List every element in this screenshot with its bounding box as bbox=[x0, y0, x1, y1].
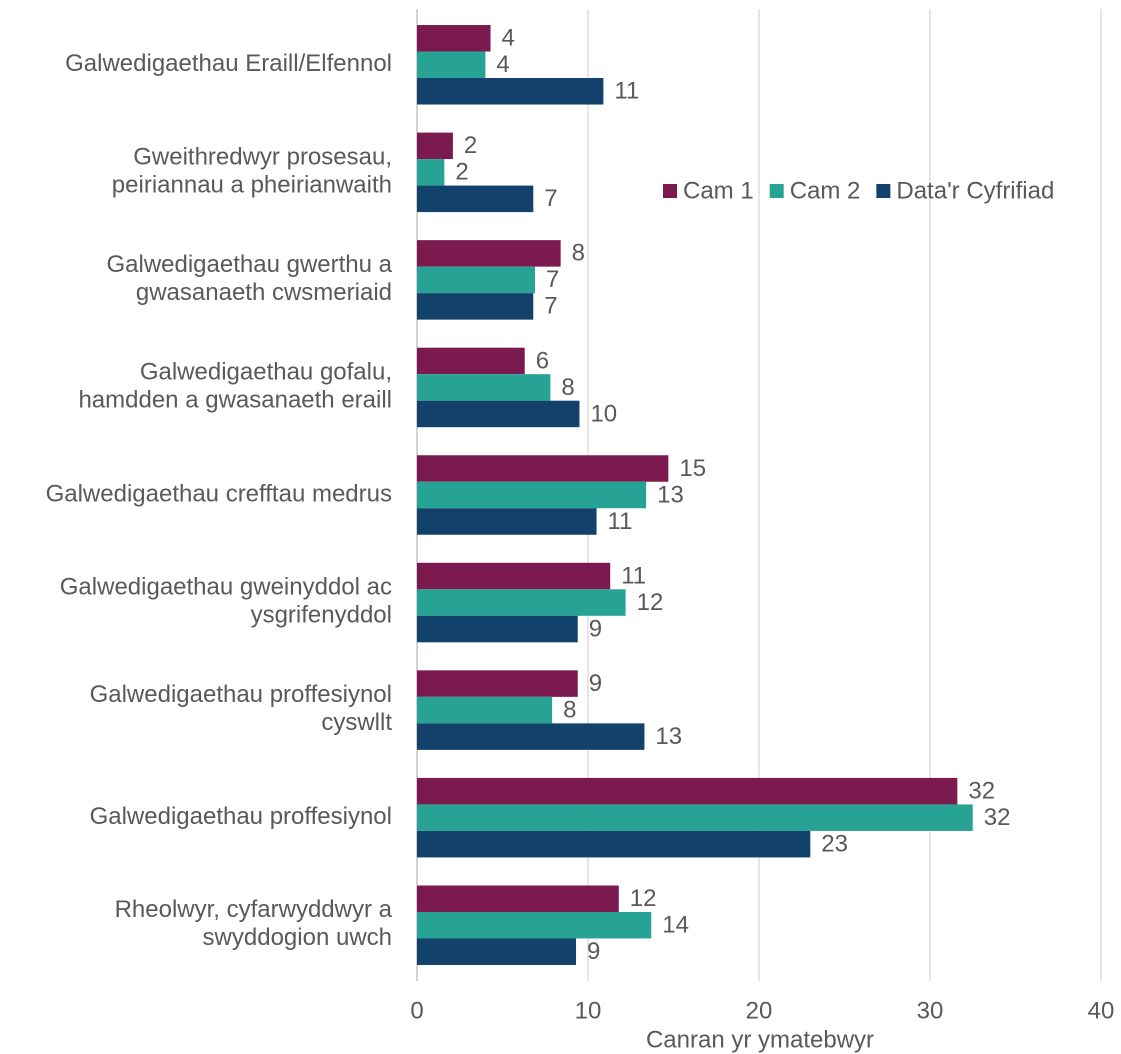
data-label: 12 bbox=[630, 885, 657, 912]
bar bbox=[417, 78, 604, 105]
data-label: 4 bbox=[496, 51, 509, 78]
x-tick-label: 10 bbox=[575, 997, 602, 1024]
label-line: Rheolwyr, cyfarwyddwyr a bbox=[115, 897, 393, 924]
bar bbox=[417, 589, 626, 616]
y-tick-label: Rheolwyr, cyfarwyddwyr a swyddogion uwch bbox=[115, 897, 393, 952]
label-line: Galwedigaethau gofalu, bbox=[140, 359, 392, 386]
data-label: 8 bbox=[561, 374, 574, 401]
data-label: 11 bbox=[614, 78, 639, 105]
label-line: swyddogion uwch bbox=[203, 925, 392, 952]
bar bbox=[417, 938, 577, 965]
bar bbox=[417, 885, 619, 912]
legend-label: Data'r Cyfrifiad bbox=[896, 177, 1054, 204]
bar bbox=[417, 696, 553, 724]
legend-label: Cam 2 bbox=[790, 177, 861, 204]
x-tick-label: 0 bbox=[410, 997, 423, 1024]
data-label: 12 bbox=[637, 589, 664, 616]
legend-swatch bbox=[876, 184, 891, 198]
bar bbox=[417, 670, 578, 697]
legend-swatch bbox=[769, 184, 784, 198]
legend-label: Cam 1 bbox=[683, 177, 754, 204]
label-line: Galwedigaethau gwerthu a bbox=[106, 251, 392, 278]
x-tick-label: 40 bbox=[1088, 997, 1115, 1024]
data-label: 2 bbox=[464, 132, 477, 159]
bar bbox=[417, 266, 535, 294]
label-line: cyswllt bbox=[321, 709, 392, 736]
bar bbox=[417, 240, 561, 267]
data-label: 14 bbox=[662, 912, 689, 939]
bar bbox=[417, 51, 486, 79]
data-label: 7 bbox=[544, 293, 557, 320]
y-tick-label: Galwedigaethau gweinyddol ac ysgrifenyddo… bbox=[60, 574, 392, 629]
data-label: 9 bbox=[587, 938, 600, 965]
data-label: 6 bbox=[536, 347, 549, 374]
data-label: 11 bbox=[608, 508, 633, 535]
bar bbox=[417, 400, 580, 428]
bar bbox=[417, 562, 611, 590]
x-axis-title: Canran yr ymatebwyr bbox=[646, 1026, 874, 1053]
bar bbox=[417, 347, 525, 375]
data-label: 11 bbox=[621, 562, 646, 589]
bar bbox=[417, 615, 578, 643]
bar bbox=[417, 723, 645, 750]
bar bbox=[417, 911, 652, 939]
bar bbox=[417, 132, 453, 160]
bar bbox=[417, 508, 597, 535]
data-label: 9 bbox=[589, 615, 602, 642]
bar bbox=[417, 804, 973, 831]
bar bbox=[417, 374, 551, 401]
data-label: 23 bbox=[821, 831, 848, 858]
data-label: 9 bbox=[589, 670, 602, 697]
bar bbox=[417, 293, 534, 320]
label-line: Gweithredwyr prosesau, bbox=[133, 144, 392, 171]
label-line: peiriannau a pheirianwaith bbox=[112, 172, 392, 199]
bar bbox=[417, 455, 669, 482]
label-line: Galwedigaethau proffesiynol bbox=[90, 681, 392, 708]
y-tick-label: Galwedigaethau gofalu, hamdden a gwasanae… bbox=[78, 359, 392, 414]
data-label: 10 bbox=[590, 400, 617, 427]
data-label: 2 bbox=[455, 159, 468, 186]
label-line: ysgrifenyddol bbox=[251, 602, 392, 629]
data-label: 32 bbox=[968, 778, 995, 805]
data-label: 13 bbox=[655, 723, 682, 750]
bar bbox=[417, 25, 491, 52]
bar bbox=[417, 777, 958, 805]
y-tick-label: Galwedigaethau gwerthu a gwasanaeth cwsme… bbox=[106, 251, 392, 306]
bar bbox=[417, 185, 534, 213]
y-tick-label: Galwedigaethau crefftau medrus bbox=[46, 480, 392, 507]
data-label: 8 bbox=[563, 696, 576, 723]
bar bbox=[417, 159, 445, 186]
bar bbox=[417, 481, 647, 509]
y-tick-label: Galwedigaethau proffesiynol bbox=[90, 803, 392, 830]
data-label: 7 bbox=[546, 266, 559, 293]
data-label: 4 bbox=[502, 25, 515, 52]
x-tick-label: 30 bbox=[917, 997, 944, 1024]
x-tick-label: 20 bbox=[746, 997, 773, 1024]
y-tick-label: Galwedigaethau proffesiynol cyswllt bbox=[90, 681, 393, 736]
label-line: hamdden a gwasanaeth eraill bbox=[78, 387, 392, 414]
y-tick-label: Galwedigaethau Eraill/Elfennol bbox=[65, 50, 392, 77]
label-line: gwasanaeth cwsmeriaid bbox=[136, 279, 392, 306]
legend-swatch bbox=[663, 184, 677, 198]
label-line: Galwedigaethau gweinyddol ac bbox=[60, 574, 392, 601]
data-label: 13 bbox=[657, 481, 684, 508]
data-label: 15 bbox=[679, 455, 706, 482]
data-label: 32 bbox=[984, 804, 1011, 831]
y-tick-label: Gweithredwyr prosesau, peiriannau a pheir… bbox=[112, 144, 392, 199]
data-label: 8 bbox=[572, 240, 585, 267]
data-label: 7 bbox=[544, 185, 557, 212]
bar bbox=[417, 830, 811, 858]
